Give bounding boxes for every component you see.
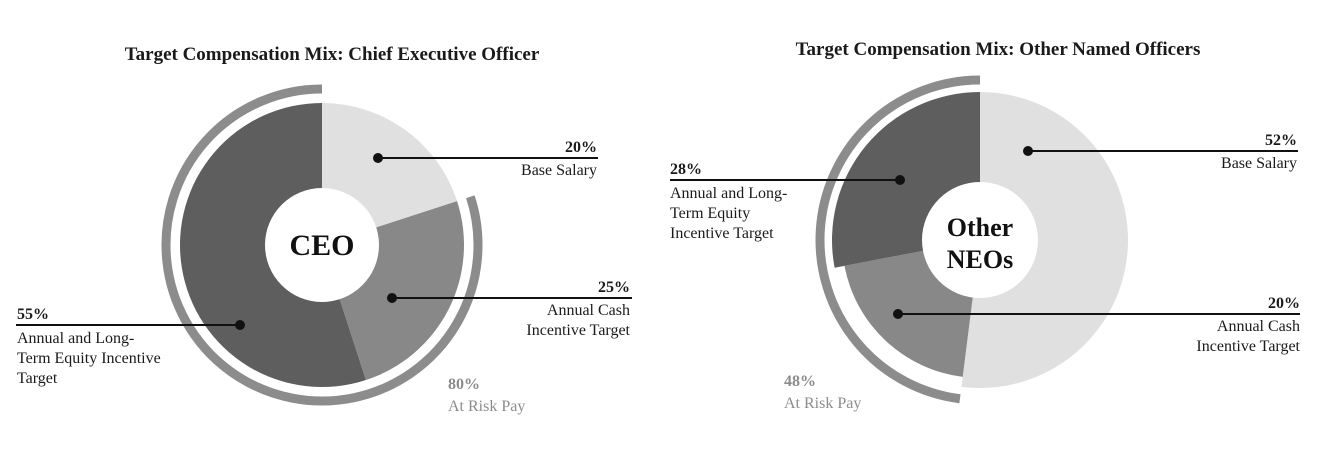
ceo-annual-cash-label-line2: Incentive Target: [526, 322, 630, 339]
neo-annual-cash-label-line2: Incentive Target: [1196, 338, 1300, 355]
neo-equity-label-line1: Annual and Long-: [670, 185, 787, 202]
neo-base-salary-label: Base Salary: [1221, 155, 1297, 172]
ceo-chart-title: Target Compensation Mix: Chief Executive…: [125, 44, 540, 65]
ceo-equity-dot: [235, 320, 245, 330]
ceo-base-salary-label: Base Salary: [521, 162, 597, 179]
neo-annual-cash-pct: 20%: [1268, 295, 1300, 312]
ceo-base-salary-dot: [373, 153, 383, 163]
neo-center-label-line2: NEOs: [947, 245, 1013, 274]
neo-chart-title: Target Compensation Mix: Other Named Off…: [796, 39, 1201, 60]
ceo-base-salary-pct: 20%: [565, 139, 597, 156]
neo-center-label-line1: Other: [947, 213, 1013, 242]
neo-annual-cash-dot: [893, 309, 903, 319]
ceo-annual-cash-pct: 25%: [598, 279, 630, 296]
ceo-equity-label-line3: Target: [17, 370, 58, 387]
ceo-equity-pct: 55%: [17, 306, 49, 323]
ceo-at-risk-label: At Risk Pay: [448, 398, 525, 415]
neo-chart: Target Compensation Mix: Other Named Off…: [670, 39, 1301, 412]
ceo-annual-cash-label-line1: Annual Cash: [547, 302, 630, 319]
ceo-at-risk-arc: [161, 84, 483, 406]
neo-equity-label-line2: Term Equity: [670, 205, 750, 222]
ceo-chart: Target Compensation Mix: Chief Executive…: [16, 44, 632, 415]
ceo-annual-cash-dot: [387, 293, 397, 303]
ceo-equity-label-line1: Annual and Long-: [17, 330, 134, 347]
neo-annual-cash-label-line1: Annual Cash: [1217, 318, 1300, 335]
neo-base-salary-dot: [1023, 146, 1033, 156]
ceo-center-label: CEO: [289, 229, 354, 262]
neo-at-risk-arc: [815, 75, 981, 404]
ceo-at-risk-pct: 80%: [448, 376, 480, 393]
neo-base-salary-pct: 52%: [1265, 132, 1297, 149]
neo-at-risk-pct: 48%: [784, 373, 816, 390]
ceo-equity-label-line2: Term Equity Incentive: [17, 350, 161, 367]
neo-center-hole: [922, 182, 1038, 298]
neo-at-risk-label: At Risk Pay: [784, 395, 861, 412]
neo-equity-pct: 28%: [670, 161, 702, 178]
neo-equity-dot: [895, 175, 905, 185]
neo-equity-label-line3: Incentive Target: [670, 225, 774, 242]
ceo-center-hole: [265, 188, 379, 302]
